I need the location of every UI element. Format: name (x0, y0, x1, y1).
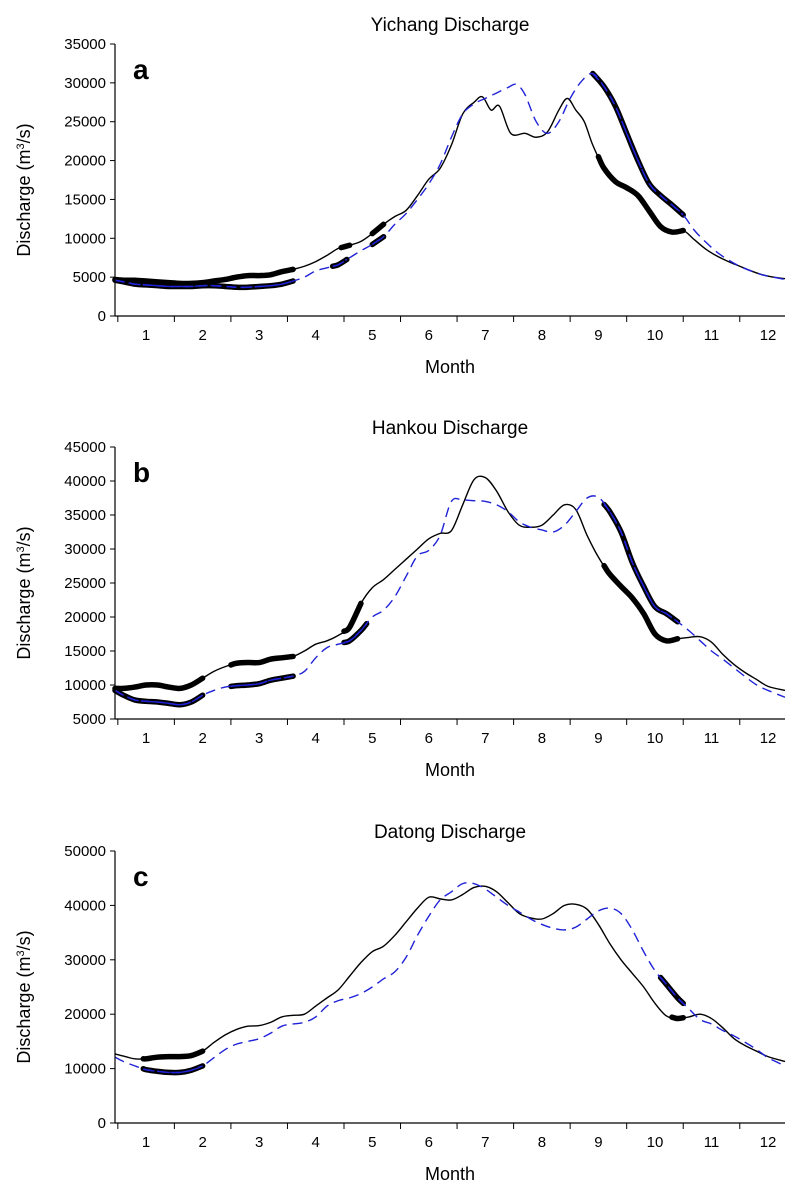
y-tick-label: 10000 (64, 230, 106, 247)
x-tick-label: 7 (481, 1134, 489, 1151)
series-highlight (112, 675, 206, 692)
panel-label: c (133, 861, 149, 892)
x-axis-label: Month (424, 760, 476, 780)
x-tick-label: 12 (760, 327, 777, 344)
y-tick-label: 20000 (64, 153, 106, 170)
x-tick-label: 2 (198, 1134, 206, 1151)
y-axis-label: Discharge (m3/s) (14, 526, 34, 659)
y-tick-label: 15000 (64, 191, 106, 208)
x-tick-label: 3 (255, 1134, 263, 1151)
x-tick-label: 2 (198, 327, 206, 344)
x-tick-label: 6 (425, 327, 433, 344)
x-axis-label: Month (424, 357, 476, 377)
y-tick-label: 25000 (64, 575, 106, 592)
chart-title: Datong Discharge (373, 822, 527, 843)
y-tick-label: 5000 (73, 269, 106, 286)
y-axis-label-sup: 3 (14, 143, 27, 150)
x-axis-label: Month (424, 1164, 476, 1184)
x-tick-label: 11 (704, 327, 720, 344)
x-tick-label: 9 (594, 730, 602, 747)
y-tick-label: 45000 (64, 439, 106, 456)
y-axis-label-suffix: /s) (14, 123, 34, 144)
x-tick-label: 10 (647, 730, 664, 747)
y-tick-label: 40000 (64, 897, 106, 914)
x-tick-label: 6 (425, 730, 433, 747)
y-tick-label: 0 (98, 308, 106, 325)
chart-title: Hankou Discharge (371, 418, 529, 439)
x-tick-label: 8 (538, 730, 546, 747)
x-tick-label: 4 (312, 1134, 320, 1151)
y-tick-label: 0 (98, 1115, 106, 1132)
x-tick-label: 3 (255, 730, 263, 747)
x-tick-label: 10 (647, 327, 664, 344)
series-highlight-dash (603, 503, 679, 623)
y-axis-label-sup: 3 (14, 950, 27, 957)
y-tick-label: 50000 (64, 843, 106, 860)
y-tick-label: 10000 (64, 677, 106, 694)
x-tick-label: 10 (647, 1134, 664, 1151)
x-tick-label: 12 (760, 730, 777, 747)
series-line-solid (114, 475, 786, 692)
chart-svg: 5000 10000 15000 20000 25000 30000 35000 40000 4… (64, 439, 786, 747)
chart-title: Yichang Discharge (370, 15, 530, 36)
y-axis-label-sup: 3 (14, 546, 27, 553)
panel-label: b (133, 457, 151, 488)
y-tick-label: 30000 (64, 952, 106, 969)
y-axis-label-suffix: /s) (14, 930, 34, 951)
y-tick-label: 10000 (64, 1061, 106, 1078)
x-tick-label: 9 (594, 1134, 602, 1151)
x-tick-label: 11 (704, 730, 720, 747)
y-tick-label: 35000 (64, 507, 106, 524)
panel-yichang: 0 5000 10000 15000 20000 25000 30000 35000 1 2 3 4 5… (0, 0, 787, 390)
series-line-dashed (114, 495, 786, 706)
x-tick-label: 4 (312, 327, 320, 344)
series-line-dashed (114, 72, 786, 289)
x-tick-label: 1 (142, 730, 150, 747)
x-tick-label: 12 (760, 1134, 777, 1151)
y-tick-label: 35000 (64, 36, 106, 53)
series-highlight-dash (114, 689, 204, 706)
y-axis-label: Discharge (m3/s) (14, 930, 34, 1063)
y-tick-label: 30000 (64, 541, 106, 558)
y-axis-label-suffix: /s) (14, 526, 34, 547)
x-tick-label: 8 (538, 327, 546, 344)
panel-label: a (133, 54, 149, 85)
y-tick-label: 30000 (64, 75, 106, 92)
y-axis-label: Discharge (m3/s) (14, 123, 34, 256)
y-tick-label: 20000 (64, 609, 106, 626)
y-axis-label-prefix: Discharge (m (14, 552, 34, 660)
y-tick-label: 25000 (64, 114, 106, 131)
series-highlight-dash (343, 623, 368, 644)
x-tick-label: 5 (368, 327, 376, 344)
series-line-solid (114, 95, 786, 285)
y-tick-label: 40000 (64, 473, 106, 490)
x-tick-label: 7 (481, 327, 489, 344)
x-tick-label: 2 (198, 730, 206, 747)
panel-datong: 0 10000 20000 30000 40000 50000 1 2 3 4 5 6 7 8 9 10 11 1… (0, 807, 787, 1197)
x-tick-label: 6 (425, 1134, 433, 1151)
series-line-solid (114, 885, 786, 1063)
x-tick-label: 4 (312, 730, 320, 747)
x-tick-label: 5 (368, 1134, 376, 1151)
x-tick-label: 11 (704, 1134, 720, 1151)
y-axis-label-prefix: Discharge (m (14, 149, 34, 257)
x-tick-label: 3 (255, 327, 263, 344)
x-tick-label: 1 (142, 1134, 150, 1151)
y-axis-label-prefix: Discharge (m (14, 956, 34, 1064)
x-tick-label: 9 (594, 327, 602, 344)
panel-hankou: 5000 10000 15000 20000 25000 30000 35000 40000 4… (0, 403, 787, 793)
x-tick-label: 1 (142, 327, 150, 344)
series-line-dashed (114, 882, 786, 1074)
x-tick-label: 8 (538, 1134, 546, 1151)
x-tick-label: 5 (368, 730, 376, 747)
y-tick-label: 20000 (64, 1006, 106, 1023)
x-tick-label: 7 (481, 730, 489, 747)
y-tick-label: 15000 (64, 643, 106, 660)
y-tick-label: 5000 (73, 711, 106, 728)
